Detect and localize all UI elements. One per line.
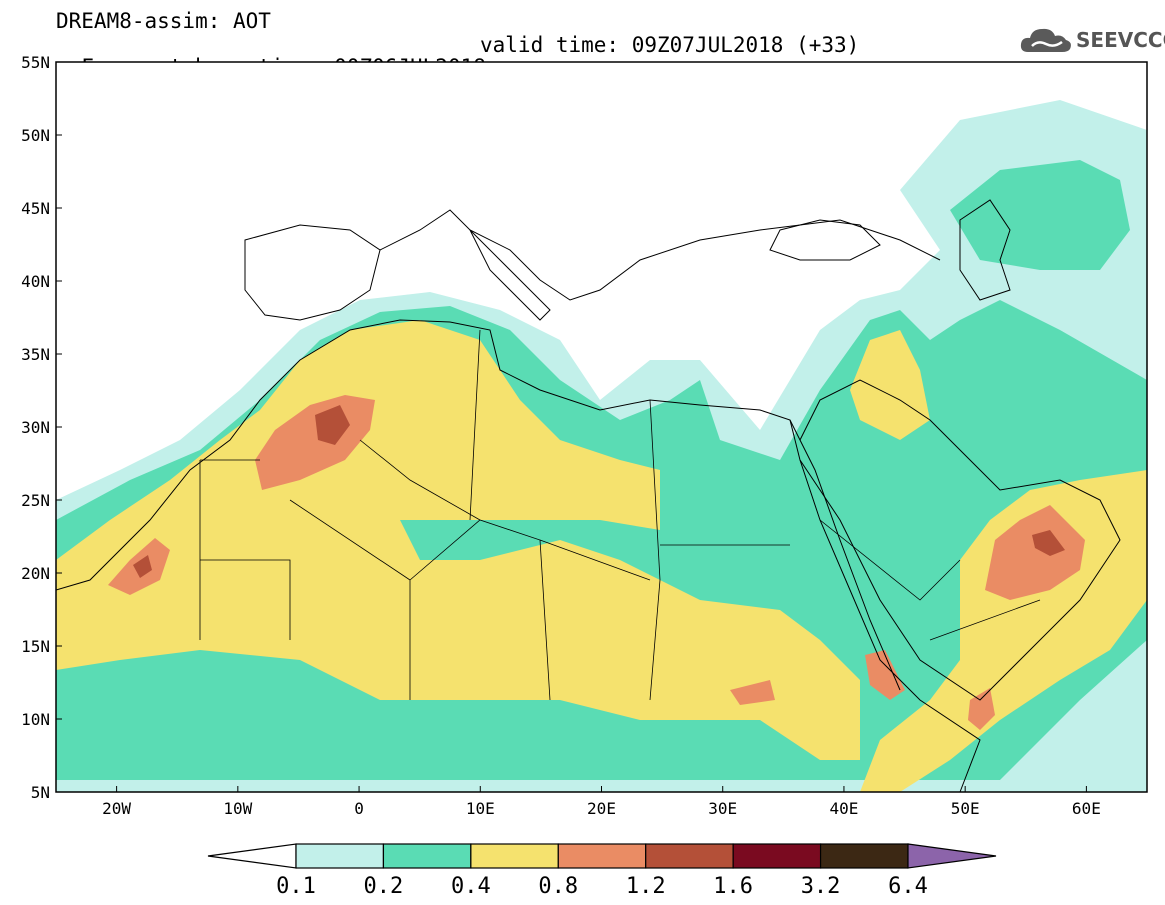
lon-tick-label: 10E — [466, 799, 495, 818]
aot-field-0.8-somalia — [968, 688, 995, 730]
lon-tick-label: 0 — [354, 799, 364, 818]
italy-coastline — [469, 229, 551, 321]
aot-field-1.2-mauritania — [133, 555, 152, 578]
europe-coastline — [379, 209, 941, 301]
aot-field-0.2-caspian — [950, 160, 1130, 270]
black-sea-coastline — [769, 219, 881, 261]
aot-field-1.2-morocco — [315, 405, 350, 445]
lat-tick-label: 50N — [21, 126, 50, 145]
colorbar-threshold-label: 0.4 — [450, 874, 491, 899]
logo-text: SEEVCCC — [1076, 28, 1165, 52]
lon-tick-label: 20W — [102, 799, 131, 818]
lat-tick-label: 25N — [21, 491, 50, 510]
colorbar-threshold-label: 0.8 — [538, 874, 579, 899]
lat-tick-label: 40N — [21, 272, 50, 291]
colorbar-swatch — [645, 843, 734, 869]
colorbar-threshold-label: 1.6 — [713, 874, 754, 899]
lat-tick-label: 30N — [21, 418, 50, 437]
lat-tick-label: 35N — [21, 345, 50, 364]
longitude-ticks: 20W 10W 0 10E 20E 30E 40E 50E 60E — [102, 786, 1101, 818]
colorbar-threshold-label: 1.2 — [625, 874, 666, 899]
colorbar-swatch — [470, 843, 559, 869]
aot-field-0.8-oman — [985, 505, 1085, 600]
lon-tick-label: 40E — [829, 799, 858, 818]
colorbar-swatch — [382, 843, 472, 869]
colorbar-swatch — [907, 843, 997, 869]
lon-tick-label: 30E — [708, 799, 737, 818]
north-africa-coastline — [56, 319, 981, 792]
colorbar-threshold-label: 3.2 — [800, 874, 841, 899]
lon-tick-label: 60E — [1072, 799, 1101, 818]
aot-field-0.4-mesopotamia — [850, 330, 930, 440]
lon-tick-label: 10W — [223, 799, 252, 818]
colorbar-threshold-label: 0.1 — [276, 874, 316, 899]
seevccc-logo: SEEVCCC — [1018, 24, 1165, 56]
lat-tick-label: 5N — [31, 783, 50, 802]
latitude-ticks: 55N 50N 45N 40N 35N 30N 25N 20N 15N 10N 5N — [21, 53, 62, 802]
lat-tick-label: 20N — [21, 564, 50, 583]
colorbar-swatch — [207, 843, 297, 869]
country-borders — [199, 329, 1041, 701]
caspian-coastline — [959, 199, 1011, 301]
colorbar-threshold-label: 0.2 — [363, 874, 404, 899]
iberia-coastline — [244, 224, 381, 321]
coastlines-and-borders — [56, 199, 1121, 792]
aot-field-0.8-chad — [730, 680, 775, 705]
cloud-icon — [1020, 28, 1071, 52]
chart-title: DREAM8-assim: AOT — [56, 9, 271, 33]
colorbar — [207, 843, 997, 869]
colorbar-swatch — [295, 843, 385, 869]
aot-field-0.4 — [56, 320, 860, 760]
lat-tick-label: 10N — [21, 710, 50, 729]
colorbar-swatch — [732, 843, 822, 869]
lon-tick-label: 50E — [951, 799, 980, 818]
colorbar-swatch — [557, 843, 647, 869]
aot-fields — [56, 100, 1147, 792]
aot-field-0.8-horn — [865, 650, 905, 700]
red-sea-coastline — [789, 419, 901, 691]
colorbar-threshold-label: 6.4 — [888, 874, 928, 899]
aot-field-1.2-oman — [1032, 530, 1065, 556]
arabia-coastline — [799, 379, 1121, 701]
valid-time: valid time: 09Z07JUL2018 (+33) — [480, 33, 860, 57]
lat-tick-label: 45N — [21, 199, 50, 218]
lat-tick-label: 15N — [21, 637, 50, 656]
lon-tick-label: 20E — [587, 799, 616, 818]
colorbar-swatch — [819, 843, 909, 869]
lat-tick-label: 55N — [21, 53, 50, 72]
